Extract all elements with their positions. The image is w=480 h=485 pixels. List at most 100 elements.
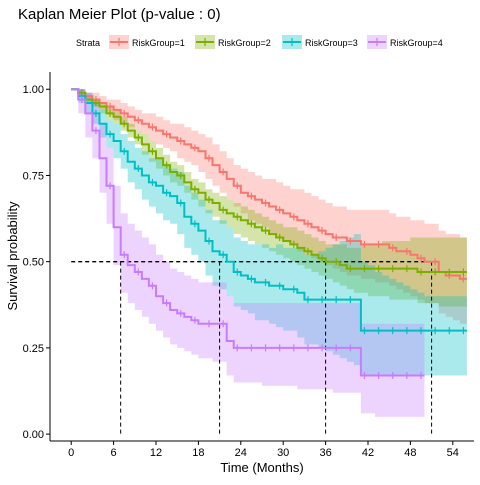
- censor-mark: [276, 282, 283, 290]
- censor-mark: [375, 371, 382, 379]
- censor-mark: [191, 316, 198, 324]
- censor-mark: [460, 268, 467, 276]
- censor-mark: [248, 275, 255, 283]
- censor-mark: [107, 130, 114, 138]
- censor-mark: [163, 161, 170, 169]
- censor-mark: [290, 213, 297, 221]
- censor-mark: [163, 189, 170, 197]
- censor-mark: [347, 265, 354, 273]
- censor-mark: [191, 220, 198, 228]
- median-reference-lines: [71, 260, 433, 435]
- censor-mark: [135, 116, 142, 124]
- x-axis-label: Time (Months): [220, 460, 303, 475]
- censor-mark: [418, 268, 424, 276]
- censor-mark: [403, 327, 410, 335]
- y-tick-label: 0.75: [23, 170, 44, 182]
- censor-mark: [177, 199, 184, 207]
- censor-mark: [304, 220, 311, 228]
- censor-mark: [220, 168, 227, 176]
- censor-mark: [375, 265, 382, 273]
- censor-mark: [262, 227, 269, 235]
- censor-mark: [290, 240, 297, 248]
- legend-key-censor: [115, 38, 123, 46]
- y-tick-label: 0.25: [23, 343, 44, 355]
- censor-mark: [248, 192, 255, 200]
- censor-mark: [333, 344, 340, 352]
- censor-mark: [107, 109, 114, 117]
- censor-mark: [177, 137, 184, 145]
- x-tick-label: 6: [111, 447, 117, 459]
- censor-mark: [234, 182, 241, 190]
- x-axis-ticks: 0 6 12 18 24 30 36 42 48 54: [68, 441, 459, 459]
- censor-mark: [121, 147, 128, 155]
- legend-label-2: RiskGroup=2: [218, 38, 271, 48]
- legend-title: Strata: [76, 38, 100, 48]
- censor-mark: [361, 327, 368, 335]
- censor-mark: [149, 282, 156, 290]
- censor-mark: [304, 344, 311, 352]
- censor-marks: [78, 89, 467, 379]
- censor-mark: [361, 240, 368, 248]
- y-axis-label: Survival probability: [5, 201, 20, 311]
- censor-mark: [107, 182, 114, 190]
- censor-mark: [177, 171, 184, 179]
- ci-band-3: [71, 89, 467, 376]
- censor-mark: [418, 254, 424, 262]
- censor-mark: [121, 251, 128, 259]
- censor-mark: [191, 144, 198, 152]
- censor-mark: [206, 154, 212, 162]
- censor-mark: [432, 327, 439, 335]
- x-tick-label: 18: [192, 447, 204, 459]
- x-tick-label: 42: [362, 447, 374, 459]
- y-tick-label: 0.00: [23, 429, 44, 441]
- censor-mark: [177, 309, 184, 317]
- y-axis-ticks: 0.00 0.25 0.50 0.75 1.00: [23, 84, 50, 441]
- censor-mark: [432, 268, 439, 276]
- censor-mark: [191, 185, 198, 193]
- censor-mark: [319, 296, 326, 304]
- censor-mark: [389, 371, 396, 379]
- censor-mark: [418, 327, 424, 335]
- y-tick-label: 1.00: [23, 84, 44, 96]
- chart-title: Kaplan Meier Plot (p-value : 0): [18, 6, 221, 23]
- censor-mark: [149, 178, 156, 186]
- censor-mark: [403, 371, 410, 379]
- censor-mark: [234, 268, 241, 276]
- censor-mark: [361, 265, 368, 273]
- x-tick-label: 48: [404, 447, 416, 459]
- censor-mark: [290, 344, 297, 352]
- censor-mark: [220, 320, 227, 328]
- censor-mark: [446, 268, 453, 276]
- censor-mark: [135, 134, 142, 142]
- censor-mark: [262, 199, 269, 207]
- censor-mark: [149, 123, 156, 131]
- axes: [49, 72, 474, 442]
- x-tick-label: 54: [447, 447, 459, 459]
- x-tick-label: 36: [319, 447, 331, 459]
- censor-mark: [121, 120, 128, 128]
- censor-mark: [333, 296, 340, 304]
- censor-mark: [149, 147, 156, 155]
- censor-mark: [347, 296, 354, 304]
- censor-mark: [92, 127, 99, 135]
- confidence-bands: [71, 89, 467, 417]
- censor-mark: [262, 278, 269, 286]
- censor-mark: [333, 258, 340, 266]
- censor-mark: [276, 234, 283, 242]
- ci-band-4: [71, 89, 425, 417]
- censor-mark: [333, 234, 340, 242]
- censor-mark: [319, 254, 326, 262]
- censor-mark: [460, 327, 467, 335]
- ci-band-2: [71, 89, 467, 307]
- censor-mark: [220, 251, 227, 259]
- censor-mark: [135, 268, 142, 276]
- censor-mark: [347, 237, 354, 245]
- censor-mark: [107, 102, 114, 110]
- censor-mark: [403, 247, 410, 255]
- censor-mark: [276, 206, 283, 214]
- censor-mark: [92, 109, 99, 117]
- x-tick-label: 24: [235, 447, 247, 459]
- censor-mark: [163, 299, 170, 307]
